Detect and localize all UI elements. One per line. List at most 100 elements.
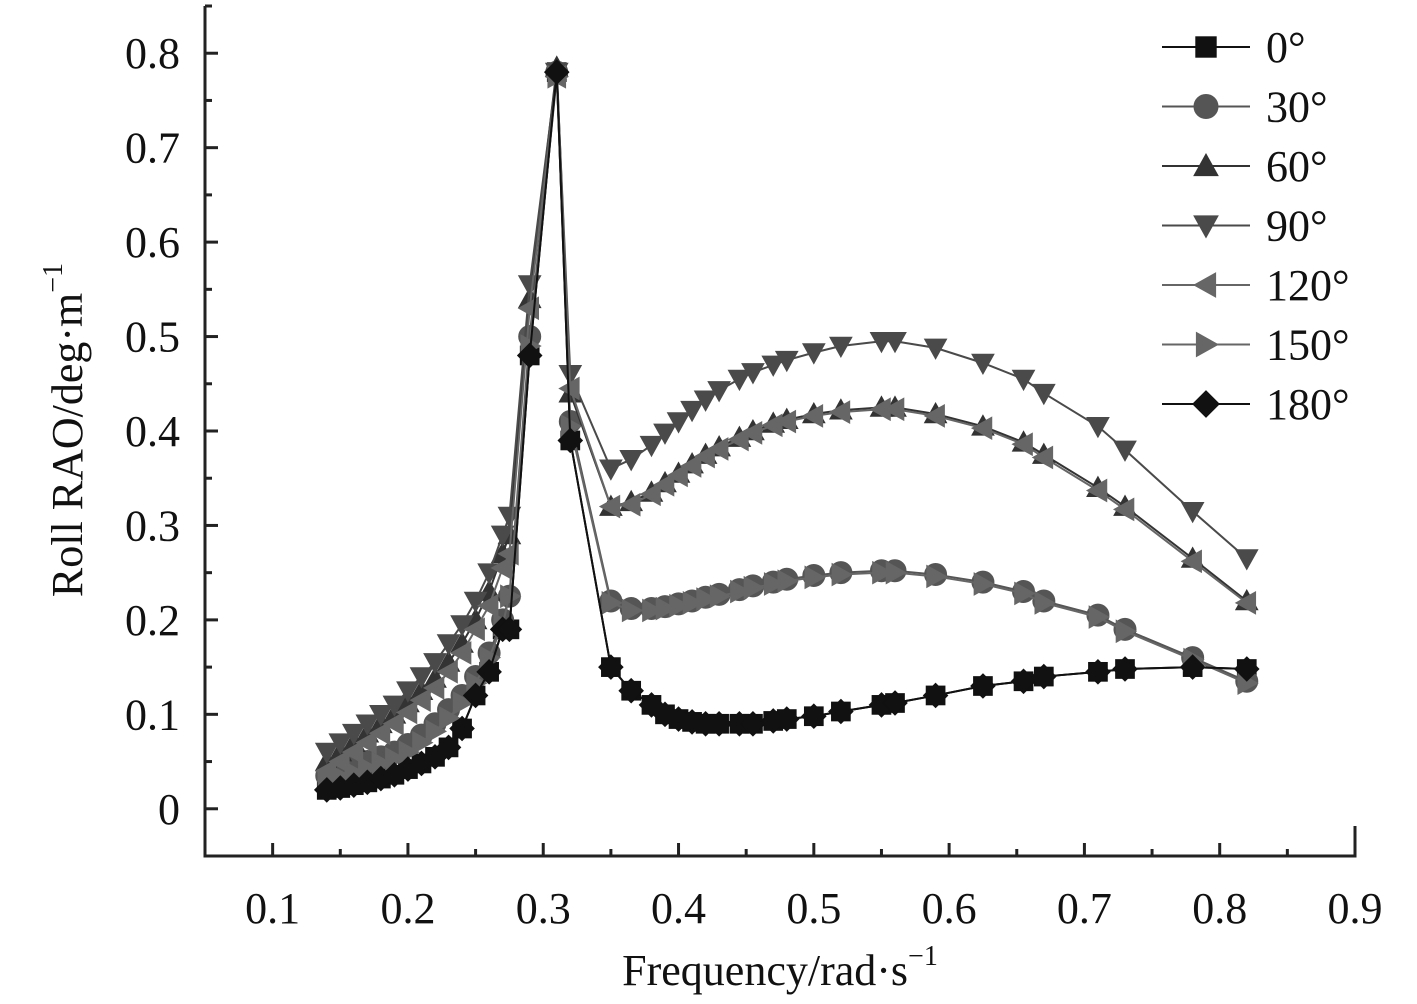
data-point xyxy=(970,416,993,441)
data-point xyxy=(314,742,339,765)
data-point xyxy=(1014,581,1036,606)
data-point xyxy=(652,701,678,728)
data-point xyxy=(652,472,675,497)
data-point xyxy=(1011,432,1033,457)
legend-item: 180° xyxy=(1162,380,1350,429)
legend-marker xyxy=(1192,390,1220,418)
data-point xyxy=(709,584,732,609)
data-point xyxy=(970,673,996,699)
data-point xyxy=(801,343,826,365)
data-point xyxy=(1010,668,1037,695)
x-tick-label: 0.4 xyxy=(651,884,706,933)
y-tick-label: 0.3 xyxy=(125,501,180,550)
data-point xyxy=(926,564,948,589)
data-point xyxy=(462,682,489,709)
data-point xyxy=(653,423,677,445)
data-point xyxy=(423,653,447,675)
data-point xyxy=(773,706,800,732)
x-axis: 0.1 0.2 0.3 0.4 0.5 0.6 0.7 0.8 0.9 xyxy=(203,843,1383,933)
data-point xyxy=(1113,440,1137,462)
x-axis-title-sup: −1 xyxy=(908,941,938,972)
data-point xyxy=(1034,591,1056,615)
data-point xyxy=(761,355,786,377)
data-point xyxy=(543,59,570,85)
legend-label: 180° xyxy=(1266,380,1350,429)
x-tick-label: 0.3 xyxy=(516,884,571,933)
legend: 0° 30° 60° 90° 120° 150° 180° xyxy=(1162,23,1350,429)
x-tick-label: 0.5 xyxy=(786,884,841,933)
data-point xyxy=(476,659,502,685)
data-point xyxy=(463,591,488,614)
legend-label: 0° xyxy=(1266,23,1306,72)
legend-item: 30° xyxy=(1162,83,1328,132)
series-4 xyxy=(314,64,1257,783)
data-point xyxy=(382,711,404,736)
data-point xyxy=(1179,654,1206,680)
data-point xyxy=(598,654,624,680)
data-point xyxy=(382,695,407,717)
data-point xyxy=(1180,549,1202,574)
data-point xyxy=(341,740,364,764)
data-point xyxy=(328,733,353,755)
data-point xyxy=(923,338,948,360)
data-point xyxy=(693,444,715,469)
data-point xyxy=(368,721,391,746)
data-point xyxy=(696,587,718,611)
data-point xyxy=(516,342,543,369)
data-point xyxy=(885,560,908,585)
legend-item: 60° xyxy=(1162,142,1328,191)
data-point xyxy=(774,409,797,434)
data-point xyxy=(831,562,853,587)
data-point xyxy=(642,598,664,623)
data-point xyxy=(436,634,461,656)
legend-item: 90° xyxy=(1162,202,1328,251)
x-axis-title: Frequency/rad·s−1 xyxy=(622,941,938,995)
data-point xyxy=(436,659,458,684)
legend-label: 90° xyxy=(1266,202,1328,251)
data-point xyxy=(422,676,445,700)
data-point xyxy=(801,404,824,428)
legend-marker xyxy=(1193,215,1219,239)
data-point xyxy=(973,572,995,596)
data-point xyxy=(598,494,621,519)
data-point xyxy=(1233,656,1260,682)
series-3 xyxy=(314,62,1259,765)
data-point xyxy=(727,369,752,392)
data-point xyxy=(828,698,854,725)
x-tick-label: 0.7 xyxy=(1057,884,1112,933)
data-point xyxy=(477,593,499,618)
data-point xyxy=(655,596,678,621)
data-point xyxy=(971,353,995,376)
data-point xyxy=(693,390,718,412)
data-point xyxy=(829,336,853,359)
data-point xyxy=(599,459,623,481)
data-point xyxy=(557,427,584,454)
x-tick-label: 0.9 xyxy=(1328,884,1383,933)
data-point xyxy=(777,569,799,594)
data-point xyxy=(490,525,515,547)
data-point xyxy=(341,723,366,746)
data-point xyxy=(666,463,688,488)
data-point xyxy=(496,616,523,643)
data-point xyxy=(409,688,431,713)
series-line xyxy=(326,72,1247,791)
data-point xyxy=(872,560,894,585)
data-point xyxy=(1086,416,1110,439)
data-point xyxy=(638,692,665,718)
x-tick-label: 0.1 xyxy=(245,884,300,933)
data-point xyxy=(740,710,766,737)
data-point xyxy=(1115,619,1138,644)
data-point xyxy=(666,412,691,434)
data-point xyxy=(680,400,704,423)
data-point xyxy=(730,579,752,604)
data-point xyxy=(409,667,434,689)
y-tick-label: 0.5 xyxy=(125,313,180,362)
data-point xyxy=(883,331,907,354)
series-6 xyxy=(313,59,1260,803)
y-tick-label: 0.4 xyxy=(125,407,180,456)
legend-item: 120° xyxy=(1162,261,1350,310)
data-point xyxy=(682,591,705,615)
data-point xyxy=(1031,383,1056,406)
y-tick-label: 0 xyxy=(158,785,180,834)
data-point xyxy=(639,482,661,507)
